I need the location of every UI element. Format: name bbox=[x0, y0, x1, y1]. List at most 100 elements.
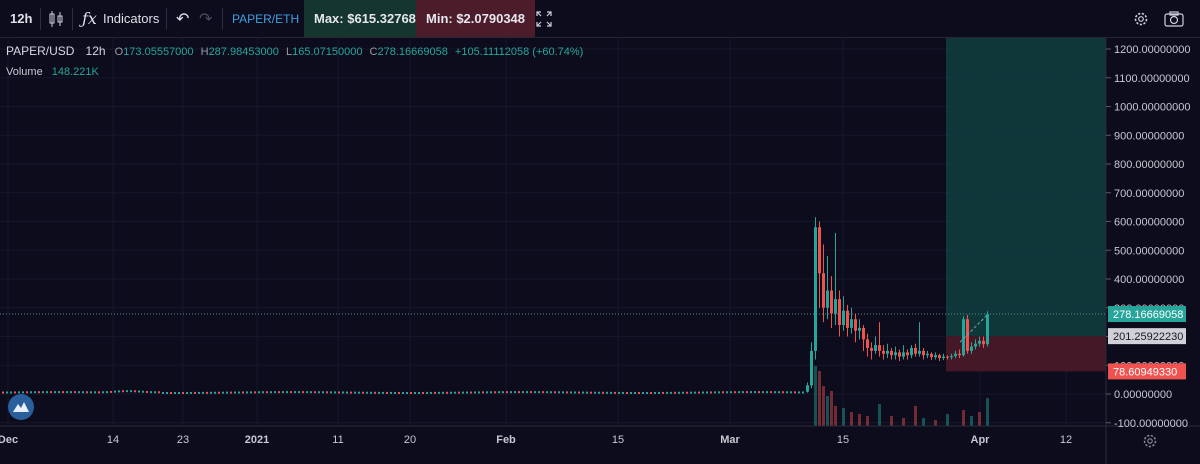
candle bbox=[578, 391, 580, 394]
candle bbox=[766, 391, 768, 394]
axis-settings-icon[interactable] bbox=[1141, 432, 1159, 450]
min-price-label: Min: $2.0790348 bbox=[416, 0, 536, 37]
close-label: C bbox=[369, 46, 378, 58]
undo-button[interactable]: ↶ bbox=[176, 0, 189, 37]
candle bbox=[974, 343, 977, 347]
volume-bar bbox=[970, 416, 973, 426]
candle bbox=[886, 350, 889, 354]
candle bbox=[74, 391, 76, 394]
indicators-button[interactable]: ƒx Indicators bbox=[82, 0, 159, 37]
candle bbox=[742, 391, 744, 394]
change-value: +105.11112058 (+60.74%) bbox=[454, 46, 584, 58]
candle bbox=[866, 339, 869, 348]
candle bbox=[194, 391, 196, 394]
candle bbox=[582, 391, 584, 394]
fullscreen-button[interactable] bbox=[536, 0, 552, 37]
volume-bar bbox=[922, 418, 925, 426]
tradingview-logo[interactable] bbox=[8, 394, 34, 420]
low-value: 165.07150000 bbox=[292, 46, 363, 58]
candle bbox=[782, 391, 784, 394]
candle bbox=[770, 391, 772, 394]
candle bbox=[346, 391, 348, 394]
last-price-badge-bg bbox=[1108, 306, 1186, 323]
loss-zone[interactable] bbox=[946, 336, 1106, 372]
candle bbox=[134, 390, 136, 393]
candle bbox=[890, 350, 893, 356]
candle bbox=[442, 391, 444, 394]
pair-selector[interactable]: PAPER/ETH bbox=[232, 0, 299, 37]
candle bbox=[234, 391, 236, 394]
candle bbox=[418, 391, 420, 394]
snapshot-button[interactable] bbox=[1164, 0, 1184, 37]
volume-bar bbox=[826, 396, 829, 426]
candle bbox=[958, 353, 961, 356]
function-icon: ƒx bbox=[82, 9, 97, 28]
candle bbox=[898, 352, 901, 357]
price-chart[interactable]: 1200.00000000 1100.00000000 1000.00000000 9… bbox=[0, 38, 1200, 464]
candle bbox=[406, 391, 408, 394]
candle bbox=[702, 391, 704, 394]
candle bbox=[714, 391, 716, 394]
mid-price-badge: 201.25922230 bbox=[1113, 331, 1183, 343]
volume-bar bbox=[934, 420, 937, 426]
trend-line[interactable] bbox=[959, 313, 989, 343]
toolbar-divider bbox=[222, 8, 223, 30]
pair-label: PAPER/ETH bbox=[232, 11, 300, 26]
indicators-label: Indicators bbox=[102, 11, 160, 26]
camera-icon bbox=[1164, 10, 1184, 27]
interval-button[interactable]: 12h bbox=[10, 0, 32, 37]
candle bbox=[470, 391, 472, 394]
candle bbox=[78, 391, 80, 394]
candle bbox=[262, 391, 264, 394]
candle bbox=[34, 391, 36, 394]
candle bbox=[710, 391, 712, 394]
candle bbox=[486, 391, 488, 394]
candle bbox=[482, 391, 484, 394]
candle bbox=[342, 391, 344, 394]
candle bbox=[118, 390, 120, 393]
candle bbox=[502, 391, 504, 394]
profit-zone[interactable] bbox=[946, 38, 1106, 337]
candle bbox=[594, 391, 596, 394]
candle bbox=[546, 391, 548, 394]
candle bbox=[826, 290, 829, 308]
candle bbox=[850, 319, 853, 328]
candle bbox=[322, 391, 324, 394]
candle bbox=[530, 391, 532, 394]
high-value: 287.98453000 bbox=[208, 46, 279, 58]
candle bbox=[394, 391, 396, 394]
candle bbox=[338, 391, 340, 394]
time-axis-label: 2021 bbox=[245, 434, 269, 446]
candle bbox=[54, 391, 56, 394]
candle bbox=[370, 391, 372, 394]
price-axis-label: -100.00000000 bbox=[1114, 418, 1188, 430]
candle bbox=[38, 391, 40, 394]
candle bbox=[778, 391, 780, 394]
candle bbox=[510, 391, 512, 394]
price-axis-label: 600.00000000 bbox=[1114, 217, 1184, 229]
candle-style-button[interactable] bbox=[48, 0, 64, 37]
candle bbox=[538, 391, 540, 394]
candle bbox=[930, 353, 933, 358]
candle bbox=[854, 319, 857, 331]
candle bbox=[798, 391, 800, 394]
candle bbox=[306, 391, 308, 394]
candle bbox=[938, 355, 941, 359]
time-axis-label: 23 bbox=[177, 434, 189, 446]
candle bbox=[114, 390, 116, 393]
candle bbox=[58, 391, 60, 394]
candle bbox=[830, 290, 833, 314]
ohlc-legend: PAPER/USD 12h O173.05557000 H287.9845300… bbox=[6, 44, 583, 58]
candle bbox=[26, 391, 28, 394]
candle bbox=[862, 327, 865, 340]
candle bbox=[622, 391, 624, 394]
candle bbox=[18, 391, 20, 394]
volume-label: Volume bbox=[6, 66, 43, 78]
candle bbox=[698, 391, 700, 394]
settings-button[interactable] bbox=[1132, 0, 1150, 37]
max-price-label: Max: $615.32768 bbox=[304, 0, 426, 37]
candle bbox=[98, 391, 100, 394]
candle bbox=[638, 391, 640, 394]
redo-button[interactable]: ↷ bbox=[199, 0, 212, 37]
redo-icon: ↷ bbox=[199, 10, 213, 28]
